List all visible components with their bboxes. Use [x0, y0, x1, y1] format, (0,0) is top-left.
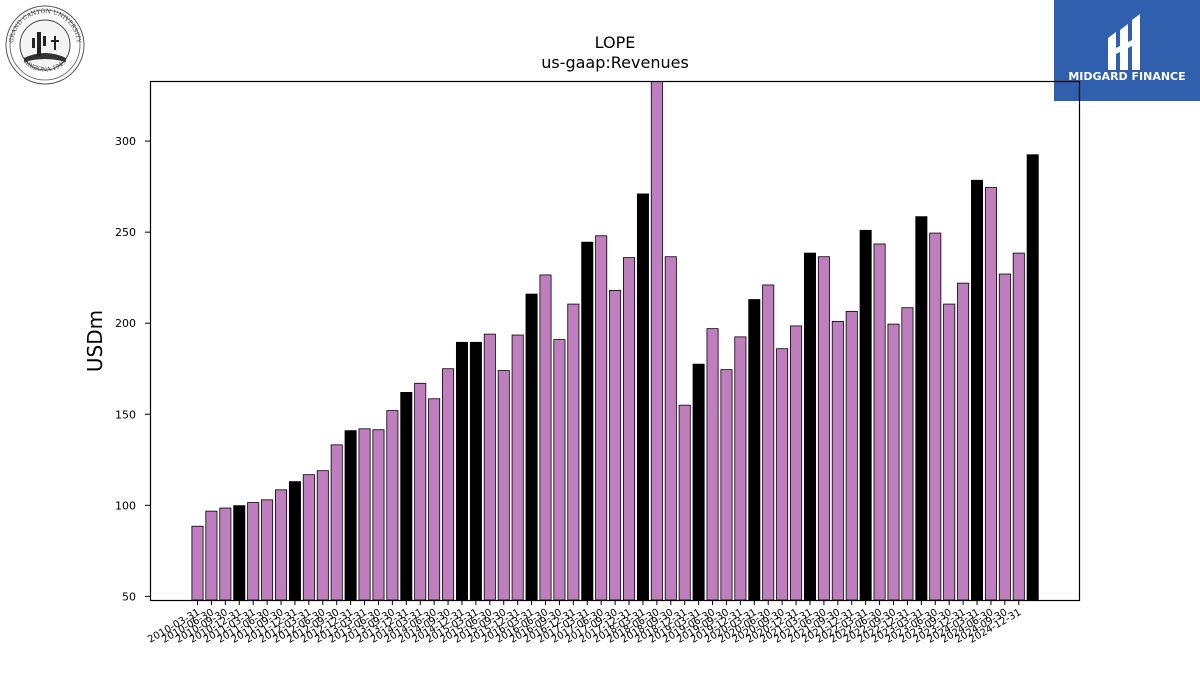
bar — [219, 507, 232, 600]
bar — [372, 429, 385, 600]
bar — [553, 339, 566, 600]
bar — [247, 502, 260, 600]
bar — [1012, 252, 1025, 600]
university-seal-logo: GRAND CANYON UNIVERSITY ARIZONA 1949 — [5, 5, 85, 85]
bar — [887, 323, 900, 600]
bar — [261, 499, 274, 600]
bar — [344, 430, 357, 600]
bar — [386, 410, 399, 600]
brand-name: MIDGARD FINANCE — [1068, 70, 1185, 83]
y-tick-label: 300 — [115, 135, 136, 148]
bar — [929, 232, 942, 600]
bar — [845, 310, 858, 600]
bar — [650, 81, 663, 600]
bar — [776, 348, 789, 600]
y-axis: 50 100 150 200 250 300 — [115, 135, 150, 603]
bar — [803, 252, 816, 600]
bar — [1026, 154, 1039, 600]
bar — [971, 179, 984, 600]
bar — [455, 341, 468, 600]
bar — [636, 193, 649, 600]
bar — [358, 428, 371, 600]
bar — [497, 370, 510, 600]
y-tick-label: 200 — [115, 317, 136, 330]
plot-frame — [149, 80, 1081, 602]
bar — [790, 325, 803, 600]
x-axis: 2010-03-312010-06-302010-09-302010-12-31… — [146, 600, 1023, 646]
bar — [205, 510, 218, 600]
bar — [957, 282, 970, 600]
bar — [595, 235, 608, 600]
bar — [859, 229, 872, 600]
bar — [539, 274, 552, 600]
bar — [720, 369, 733, 600]
bar — [692, 363, 705, 600]
bar — [233, 505, 246, 600]
y-tick-label: 250 — [115, 226, 136, 239]
y-tick-label: 50 — [122, 590, 136, 603]
bar — [706, 328, 719, 600]
bar — [873, 243, 886, 600]
midgard-finance-logo: MIDGARD FINANCE — [1054, 0, 1200, 101]
bar — [943, 303, 956, 600]
bar — [831, 320, 844, 600]
bar — [191, 525, 204, 600]
bar — [469, 341, 482, 600]
bar — [567, 303, 580, 600]
bar — [984, 187, 997, 600]
chart-title: LOPE — [595, 33, 636, 52]
y-tick-label: 100 — [115, 499, 136, 512]
bar — [275, 489, 288, 600]
bar — [316, 470, 329, 600]
bars-group — [191, 81, 1039, 600]
bar — [762, 284, 775, 600]
bar — [734, 336, 747, 600]
bar — [609, 290, 622, 600]
bar — [483, 333, 496, 600]
bar — [678, 404, 691, 600]
bar — [901, 307, 914, 600]
bar — [302, 474, 315, 600]
y-axis-label: USDm — [83, 310, 107, 372]
bar — [400, 391, 413, 600]
bar — [581, 241, 594, 600]
bar — [428, 398, 441, 600]
y-tick-label: 150 — [115, 408, 136, 421]
bar — [414, 382, 427, 600]
bar — [511, 334, 524, 600]
bar — [442, 368, 455, 600]
bar — [998, 273, 1011, 600]
chart-subtitle: us-gaap:Revenues — [541, 53, 689, 72]
bar — [664, 256, 677, 600]
bar — [288, 481, 301, 600]
bar — [915, 216, 928, 600]
bar — [748, 299, 761, 600]
bar — [623, 257, 636, 600]
bar — [525, 293, 538, 600]
bar — [817, 256, 830, 600]
bar — [330, 444, 343, 600]
